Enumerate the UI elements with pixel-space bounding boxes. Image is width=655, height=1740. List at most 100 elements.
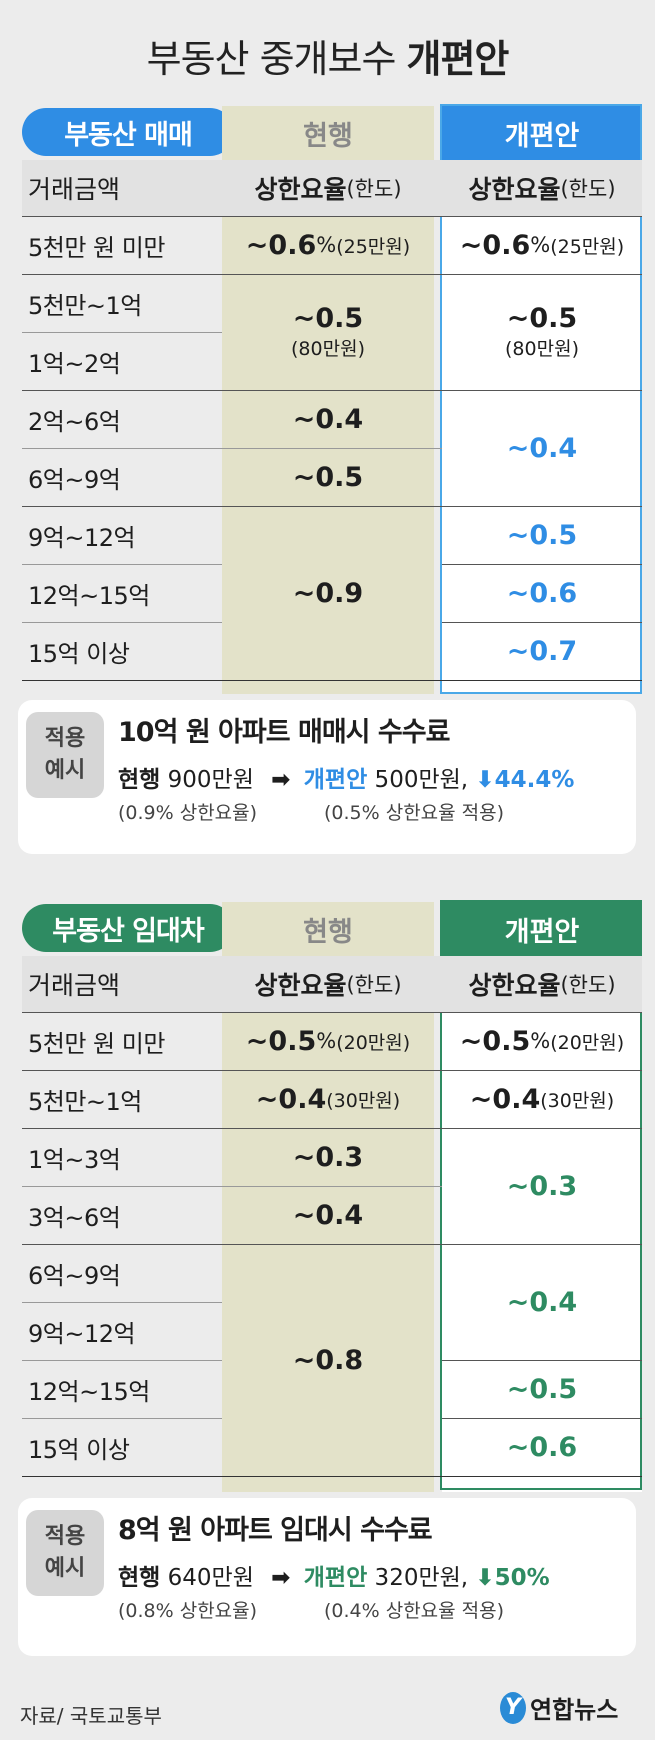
- sale-header-row: 부동산 매매 현행 개편안: [22, 106, 644, 160]
- divider: [22, 216, 642, 217]
- divider: [22, 1302, 222, 1303]
- yonhap-logo-icon: Y: [500, 1691, 526, 1724]
- divider: [22, 564, 222, 565]
- down-arrow-icon: ⬇50%: [475, 1565, 550, 1591]
- lease-rate-colhead-new: 상한요율 (한도): [468, 971, 616, 1000]
- lease-new-header: 개편안: [442, 902, 642, 956]
- lease-row-label: 15억 이상: [28, 1435, 130, 1464]
- sale-amount-colhead: 거래금액: [28, 175, 121, 204]
- sale-label-pill: 부동산 매매: [22, 108, 234, 156]
- sale-row-label: 12억~15억: [28, 581, 150, 610]
- sale-colhead-bg: [22, 160, 442, 216]
- arrow-right-icon: ➡: [271, 1565, 291, 1591]
- lease-colhead-bg-new: [442, 956, 642, 1012]
- divider: [22, 1418, 222, 1419]
- divider: [22, 1244, 642, 1245]
- lease-current-column: [222, 956, 434, 1492]
- divider: [22, 390, 642, 391]
- lease-row-label: 12억~15억: [28, 1377, 150, 1406]
- sale-current-cell: ~0.4: [292, 403, 364, 435]
- sale-new-outline: [440, 104, 642, 694]
- lease-new-cell: ~0.5% (20만원): [459, 1025, 625, 1057]
- sale-colhead-bg-new: [442, 160, 642, 216]
- sale-new-cell: ~0.6: [506, 577, 578, 609]
- divider: [442, 622, 642, 623]
- lease-new-cell: ~0.6: [506, 1431, 578, 1463]
- sale-current-cell: ~0.5: [292, 461, 364, 493]
- lease-example-new-note: (0.4% 상한요율 적용): [324, 1600, 505, 1622]
- sale-rate-colhead-new: 상한요율 (한도): [468, 175, 616, 204]
- sale-row-label: 9억~12억: [28, 523, 136, 552]
- sale-new-cell: ~0.7: [506, 635, 578, 667]
- lease-row-label: 6억~9억: [28, 1261, 121, 1290]
- sale-new-cell: ~0.4: [506, 432, 578, 464]
- example-badge: 적용 예시: [26, 1510, 104, 1596]
- lease-example-line: 현행 640만원 ➡ 개편안 320만원, ⬇50%: [118, 1565, 550, 1591]
- sale-example-line: 현행 900만원 ➡ 개편안 500만원, ⬇44.4%: [118, 767, 575, 793]
- lease-example-title: 8억 원 아파트 임대시 수수료: [118, 1515, 433, 1546]
- lease-new-cell: ~0.3: [506, 1170, 578, 1202]
- sale-example-title: 10억 원 아파트 매매시 수수료: [118, 717, 450, 748]
- divider: [22, 274, 642, 275]
- lease-row-label: 5천만 원 미만: [28, 1029, 165, 1058]
- divider: [22, 1476, 642, 1477]
- divider: [22, 506, 642, 507]
- divider: [22, 448, 442, 449]
- lease-amount-colhead: 거래금액: [28, 971, 121, 1000]
- sale-current-cell: ~0.9: [292, 577, 364, 609]
- lease-row-label: 9억~12억: [28, 1319, 136, 1348]
- arrow-right-icon: ➡: [271, 767, 291, 793]
- lease-rate-colhead-current: 상한요율 (한도): [254, 971, 402, 1000]
- sale-new-header: 개편안: [442, 106, 642, 160]
- sale-new-cell: ~0.5: [506, 519, 578, 551]
- page-title: 부동산 중개보수 개편안: [146, 37, 510, 81]
- divider: [442, 1418, 642, 1419]
- divider: [442, 1360, 642, 1361]
- sale-new-cell: ~0.6% (25만원): [459, 229, 625, 261]
- divider: [22, 1360, 222, 1361]
- lease-header-row: 부동산 임대차 현행 개편안: [22, 902, 644, 956]
- sale-example-cur-note: (0.9% 상한요율): [118, 802, 258, 824]
- lease-new-cell: ~0.4: [506, 1286, 578, 1318]
- lease-row-label: 1억~3억: [28, 1145, 121, 1174]
- lease-new-cell: ~0.5: [506, 1373, 578, 1405]
- lease-current-header: 현행: [222, 902, 434, 956]
- lease-new-outline: [440, 900, 642, 1490]
- sale-new-column: [442, 160, 642, 694]
- sale-new-cell: ~0.5 (80만원): [505, 303, 579, 360]
- lease-label-pill: 부동산 임대차: [22, 904, 234, 952]
- sale-row-label: 2억~6억: [28, 407, 121, 436]
- lease-current-cell: ~0.4 (30만원): [255, 1083, 401, 1115]
- lease-example-box: 적용 예시 8억 원 아파트 임대시 수수료 현행 640만원 ➡ 개편안 320…: [18, 1498, 636, 1656]
- lease-current-cell: ~0.3: [292, 1141, 364, 1173]
- divider: [22, 680, 642, 681]
- down-arrow-icon: ⬇44.4%: [475, 767, 575, 793]
- lease-new-cell: ~0.4 (30만원): [469, 1083, 615, 1115]
- sale-section: 부동산 매매 현행 개편안 거래금액 상한요율 (한도) 상한요율 (한도) 5천만…: [22, 104, 644, 694]
- sale-current-cell: ~0.5 (80만원): [291, 303, 365, 360]
- sale-row-label: 1억~2억: [28, 349, 121, 378]
- lease-example-cur-note: (0.8% 상한요율): [118, 1600, 258, 1622]
- lease-row-label: 5천만~1억: [28, 1087, 142, 1116]
- divider: [22, 1012, 642, 1013]
- sale-current-cell: ~0.6% (25만원): [245, 229, 411, 261]
- divider: [22, 622, 222, 623]
- lease-row-label: 3억~6억: [28, 1203, 121, 1232]
- sale-example-new-note: (0.5% 상한요율 적용): [324, 802, 505, 824]
- sale-current-column: [222, 160, 434, 694]
- yonhap-logo: Y 연합뉴스: [500, 1690, 618, 1725]
- lease-current-cell: ~0.5% (20만원): [245, 1025, 411, 1057]
- sale-current-header: 현행: [222, 106, 434, 160]
- sale-rate-colhead-current: 상한요율 (한도): [254, 175, 402, 204]
- sale-row-label: 6억~9억: [28, 465, 121, 494]
- divider: [22, 1070, 642, 1071]
- source-credit: 자료/ 국토교통부: [20, 1704, 162, 1728]
- lease-current-cell: ~0.8: [292, 1344, 364, 1376]
- sale-row-label: 15억 이상: [28, 639, 130, 668]
- divider: [22, 1186, 442, 1187]
- lease-current-cell: ~0.4: [292, 1199, 364, 1231]
- divider: [22, 1128, 642, 1129]
- lease-new-column: [442, 956, 642, 1492]
- example-badge: 적용 예시: [26, 712, 104, 798]
- divider: [442, 564, 642, 565]
